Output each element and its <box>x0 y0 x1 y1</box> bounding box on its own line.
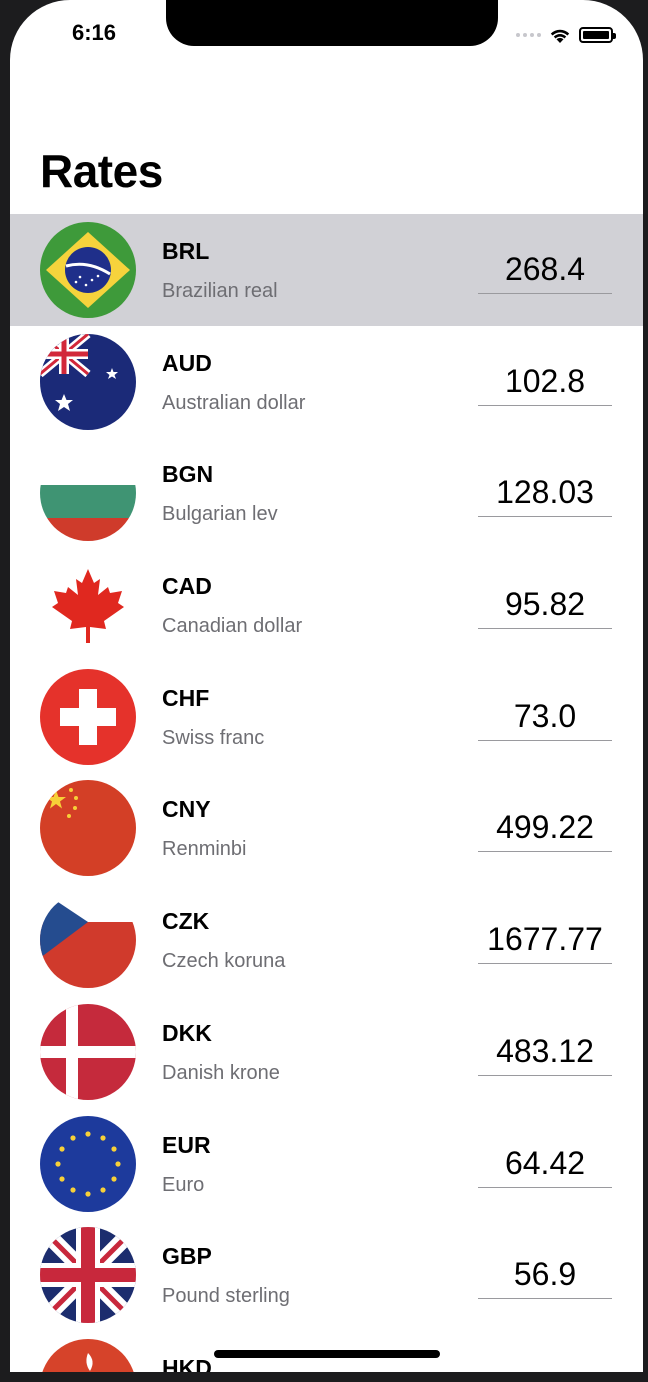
currency-row-eur[interactable]: EUR Euro 64.42 <box>10 1108 643 1220</box>
app-screen: 6:16 Rates <box>10 0 643 1372</box>
status-icons <box>516 24 616 46</box>
switzerland-flag-icon <box>40 668 136 765</box>
brazil-flag-icon <box>40 222 136 318</box>
amount-input[interactable]: 95.82 <box>478 579 612 630</box>
czechia-flag-icon <box>40 892 136 989</box>
cellular-signal-icon <box>516 33 541 37</box>
currency-name: Euro <box>162 1173 205 1196</box>
hong-kong-flag-icon <box>40 1338 136 1372</box>
amount-input[interactable]: 1677.77 <box>478 914 612 965</box>
currency-code: CZK <box>162 908 210 935</box>
status-time: 6:16 <box>72 20 117 45</box>
currency-row-cny[interactable]: CNY Renminbi 499.22 <box>10 772 643 884</box>
amount-input[interactable]: 268.4 <box>478 244 612 294</box>
amount-input[interactable]: 56.9 <box>478 1249 612 1300</box>
canada-flag-icon <box>40 557 136 654</box>
currency-name: Pound sterling <box>162 1285 290 1308</box>
currency-list[interactable]: BRL Brazilian real 268.4 <box>10 214 643 1372</box>
china-flag-icon <box>40 780 136 877</box>
currency-row-aud[interactable]: AUD Australian dollar 102.8 <box>10 326 643 438</box>
currency-row-cad[interactable]: CAD Canadian dollar 95.82 <box>10 549 643 661</box>
wifi-icon <box>550 29 570 43</box>
currency-name: Canadian dollar <box>162 615 303 638</box>
currency-code: BGN <box>162 461 214 488</box>
currency-row-brl[interactable]: BRL Brazilian real 268.4 <box>10 214 643 326</box>
currency-name: Renminbi <box>162 838 247 861</box>
currency-code: BRL <box>162 238 210 264</box>
amount-input[interactable]: 128.03 <box>478 467 612 518</box>
currency-row-dkk[interactable]: DKK Danish krone 483.12 <box>10 996 643 1108</box>
currency-name: Czech koruna <box>162 950 286 973</box>
currency-name: Australian dollar <box>162 391 306 414</box>
amount-input[interactable]: 499.22 <box>478 802 612 853</box>
currency-row-gbp[interactable]: GBP Pound sterling 56.9 <box>10 1219 643 1331</box>
currency-row-hkd[interactable]: HKD <box>10 1331 643 1372</box>
currency-row-chf[interactable]: CHF Swiss franc 73.0 <box>10 661 643 773</box>
currency-row-czk[interactable]: CZK Czech koruna 1677.77 <box>10 884 643 996</box>
currency-code: HKD <box>162 1354 212 1372</box>
currency-name: Brazilian real <box>162 280 278 302</box>
currency-code: AUD <box>162 349 212 376</box>
currency-code: CHF <box>162 684 210 711</box>
currency-name: Swiss franc <box>162 726 265 749</box>
eu-flag-icon <box>40 1115 136 1212</box>
camera-notch <box>166 0 498 46</box>
currency-code: CNY <box>162 796 211 823</box>
uk-flag-icon <box>40 1227 136 1324</box>
denmark-flag-icon <box>40 1003 136 1100</box>
currency-code: CAD <box>162 573 212 600</box>
currency-name: Bulgarian lev <box>162 503 278 526</box>
australia-flag-icon <box>40 333 136 430</box>
amount-input[interactable]: 483.12 <box>478 1026 612 1076</box>
battery-icon <box>579 27 616 43</box>
currency-code: DKK <box>162 1019 212 1046</box>
currency-row-bgn[interactable]: BGN Bulgarian lev 128.03 <box>10 437 643 549</box>
amount-input[interactable]: 64.42 <box>478 1138 612 1188</box>
currency-name: Danish krone <box>162 1061 280 1084</box>
currency-code: GBP <box>162 1243 212 1270</box>
page-title: Rates <box>40 145 163 197</box>
currency-code: EUR <box>162 1131 211 1158</box>
home-indicator[interactable] <box>214 1350 440 1358</box>
amount-input[interactable]: 73.0 <box>478 691 612 741</box>
amount-input[interactable]: 102.8 <box>478 356 612 406</box>
bulgaria-flag-icon <box>40 445 136 542</box>
